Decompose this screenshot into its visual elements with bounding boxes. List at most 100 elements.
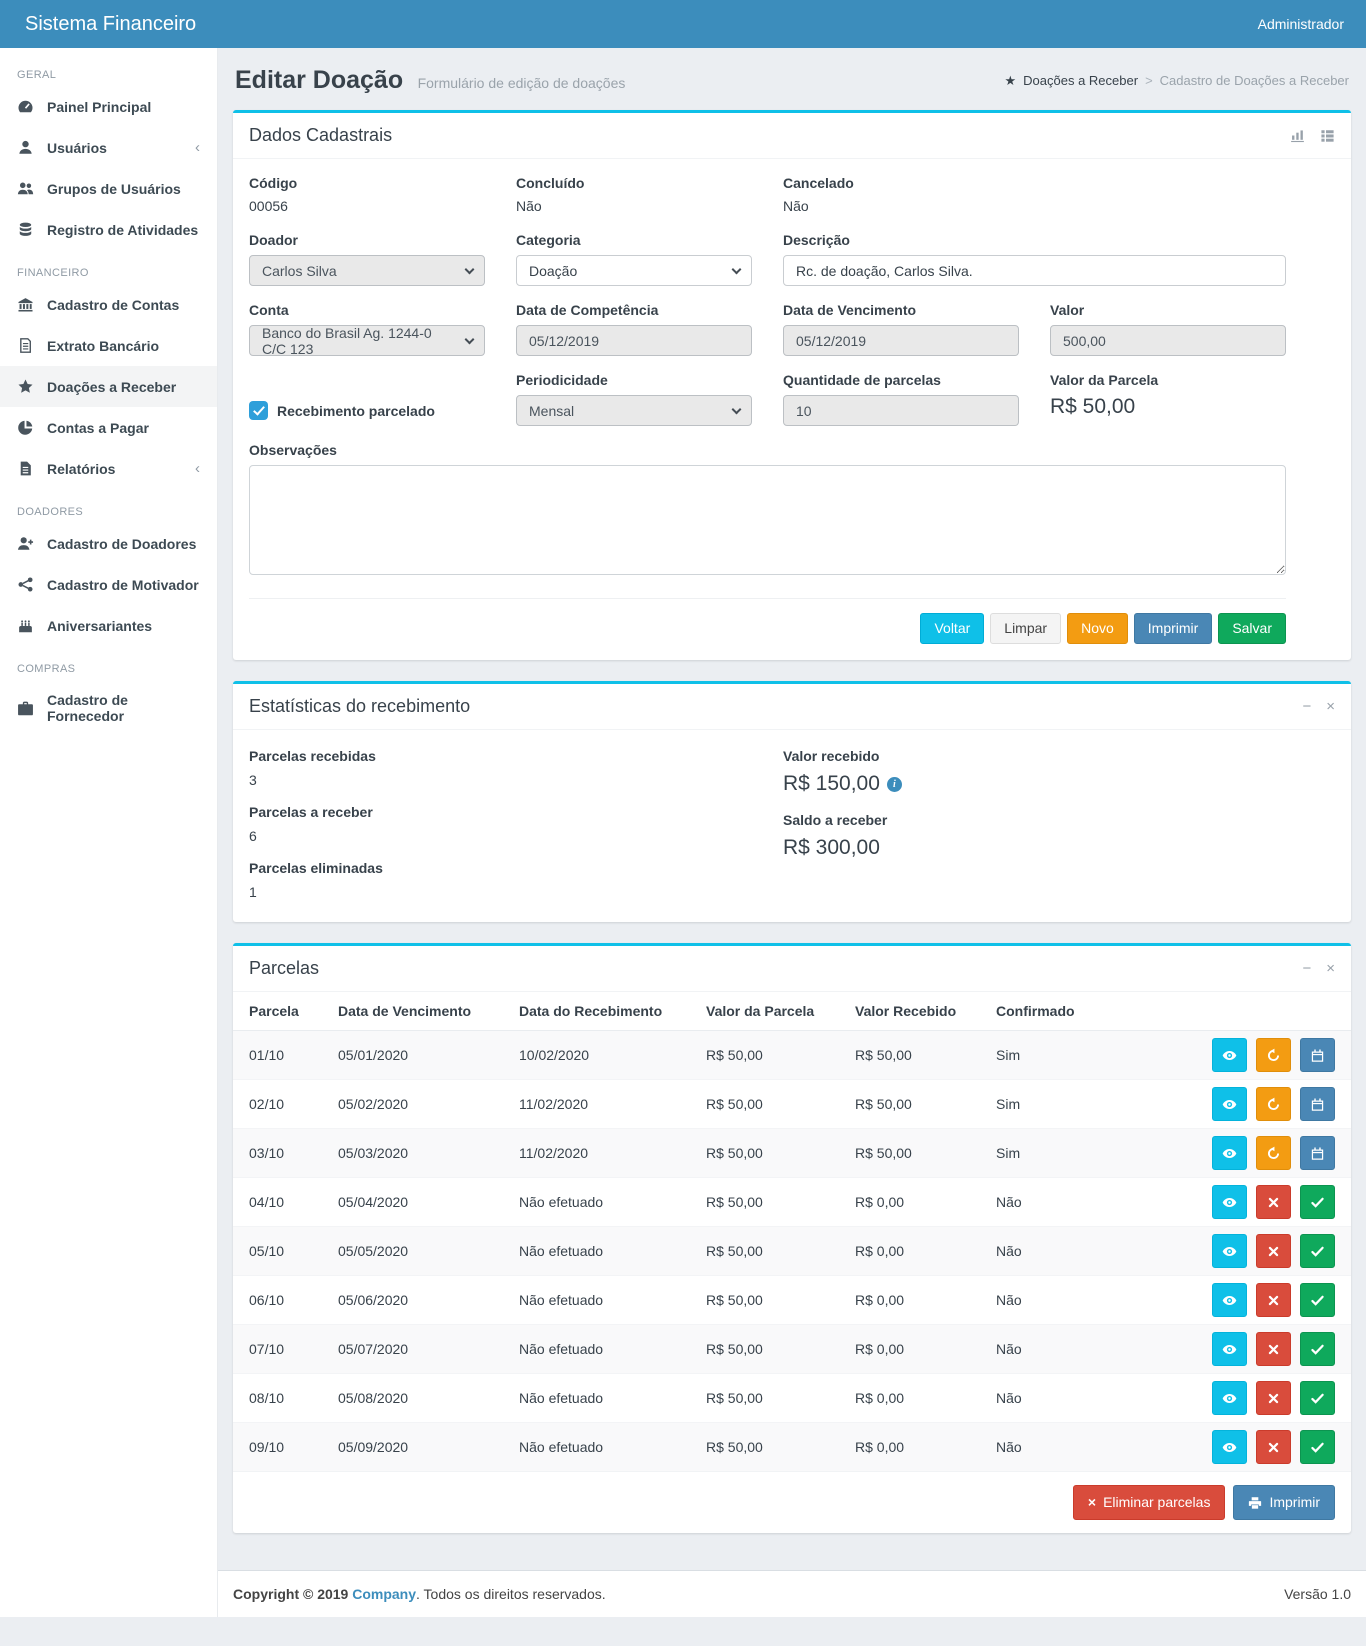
confirm-button[interactable] xyxy=(1300,1430,1335,1464)
delete-button[interactable] xyxy=(1256,1234,1292,1268)
doador-label: Doador xyxy=(249,232,298,248)
novo-button[interactable]: Novo xyxy=(1067,613,1128,644)
list-view-icon[interactable] xyxy=(1320,128,1335,143)
salvar-button[interactable]: Salvar xyxy=(1218,613,1286,644)
close-icon[interactable]: × xyxy=(1326,698,1335,715)
sidebar-item-grupos-de-usuarios[interactable]: Grupos de Usuários xyxy=(0,168,217,209)
data-competencia-label: Data de Competência xyxy=(516,302,659,318)
copyright-suffix: . Todos os direitos reservados. xyxy=(416,1586,606,1602)
observacoes-textarea[interactable] xyxy=(249,465,1286,575)
stats-left-column: Parcelas recebidas 3 Parcelas a receber … xyxy=(249,748,752,900)
collapse-icon[interactable]: − xyxy=(1302,960,1312,977)
parcelas-table: Parcela Data de Vencimento Data do Receb… xyxy=(233,992,1351,1471)
sidebar-item-aniversariantes[interactable]: Aniversariantes xyxy=(0,605,217,646)
check-icon xyxy=(1310,1293,1325,1308)
delete-button[interactable] xyxy=(1256,1430,1292,1464)
check-icon xyxy=(1310,1244,1325,1259)
view-button[interactable] xyxy=(1212,1381,1248,1415)
conta-select[interactable]: Banco do Brasil Ag. 1244-0 C/C 123 xyxy=(249,325,485,357)
sidebar-section-geral: GERAL xyxy=(17,69,57,81)
estatisticas-panel: Estatísticas do recebimento − × Parcelas… xyxy=(233,681,1351,922)
version-text: Versão 1.0 xyxy=(1284,1586,1351,1602)
delete-button[interactable] xyxy=(1256,1185,1292,1219)
undo-button[interactable] xyxy=(1256,1038,1292,1072)
view-button[interactable] xyxy=(1212,1430,1248,1464)
limpar-button[interactable]: Limpar xyxy=(990,613,1062,644)
codigo-field: Código 00056 xyxy=(249,175,298,214)
table-row: 07/10 05/07/2020 Não efetuado R$ 50,00 R… xyxy=(233,1324,1351,1374)
sidebar-item-relatorios[interactable]: Relatórios ‹ xyxy=(0,448,217,489)
voltar-button[interactable]: Voltar xyxy=(920,613,985,644)
table-row: 02/10 05/02/2020 11/02/2020 R$ 50,00 R$ … xyxy=(233,1079,1351,1129)
eye-icon xyxy=(1222,1342,1237,1357)
undo-button[interactable] xyxy=(1256,1087,1292,1121)
confirm-button[interactable] xyxy=(1300,1185,1335,1219)
breadcrumb-separator: > xyxy=(1145,73,1153,88)
confirm-button[interactable] xyxy=(1300,1283,1335,1317)
chevron-down-icon xyxy=(731,264,742,274)
view-button[interactable] xyxy=(1212,1185,1248,1219)
file-text-icon xyxy=(17,337,34,354)
check-icon xyxy=(1310,1440,1325,1455)
concluido-value: Não xyxy=(516,198,542,214)
eye-icon xyxy=(1222,1146,1237,1161)
sidebar-item-doacoes-a-receber[interactable]: Doações a Receber xyxy=(0,366,217,407)
delete-button[interactable] xyxy=(1256,1332,1292,1366)
descricao-input[interactable] xyxy=(783,255,1286,286)
delete-button[interactable] xyxy=(1256,1381,1292,1415)
calendar-button[interactable] xyxy=(1300,1136,1335,1170)
star-icon xyxy=(17,378,34,395)
undo-button[interactable] xyxy=(1256,1136,1292,1170)
info-icon[interactable]: i xyxy=(886,776,902,792)
categoria-label: Categoria xyxy=(516,232,581,248)
view-button[interactable] xyxy=(1212,1234,1248,1268)
delete-button[interactable] xyxy=(1256,1283,1292,1317)
bar-chart-icon[interactable] xyxy=(1290,128,1305,143)
user-menu[interactable]: Administrador xyxy=(1257,16,1344,32)
imprimir-parcelas-button[interactable]: Imprimir xyxy=(1233,1485,1335,1520)
confirm-button[interactable] xyxy=(1300,1234,1335,1268)
breadcrumb-parent-link[interactable]: Doações a Receber xyxy=(1023,73,1139,88)
sidebar-section-compras: COMPRAS xyxy=(17,663,76,675)
sidebar-item-cadastro-de-doadores[interactable]: Cadastro de Doadores xyxy=(0,523,217,564)
parcelas-a-receber-value: 6 xyxy=(249,828,257,844)
view-button[interactable] xyxy=(1212,1087,1248,1121)
confirm-button[interactable] xyxy=(1300,1332,1335,1366)
periodicidade-select[interactable]: Mensal xyxy=(516,395,752,426)
sidebar-item-cadastro-de-fornecedor[interactable]: Cadastro de Fornecedor xyxy=(0,680,217,736)
app-brand[interactable]: Sistema Financeiro xyxy=(25,12,197,35)
collapse-icon[interactable]: − xyxy=(1302,698,1312,715)
printer-icon xyxy=(1248,1496,1262,1510)
sidebar-item-cadastro-de-contas[interactable]: Cadastro de Contas xyxy=(0,284,217,325)
data-vencimento-label: Data de Vencimento xyxy=(783,302,917,318)
categoria-select[interactable]: Doação xyxy=(516,255,752,286)
sidebar-item-extrato-bancario[interactable]: Extrato Bancário xyxy=(0,325,217,366)
panel-title-dados-cadastrais: Dados Cadastrais xyxy=(249,125,393,145)
x-icon: × xyxy=(1087,1494,1097,1510)
imprimir-button[interactable]: Imprimir xyxy=(1133,613,1213,644)
view-button[interactable] xyxy=(1212,1136,1248,1170)
valor-parcela-value: R$ 50,00 xyxy=(1050,395,1136,418)
chevron-left-icon: ‹ xyxy=(195,460,200,477)
view-button[interactable] xyxy=(1212,1332,1248,1366)
descricao-label: Descrição xyxy=(783,232,850,248)
doador-select[interactable]: Carlos Silva xyxy=(249,255,485,286)
sidebar: GERAL Painel Principal Usuários ‹ Grupos… xyxy=(0,48,218,1617)
close-icon[interactable]: × xyxy=(1326,960,1335,977)
panel-title-parcelas: Parcelas xyxy=(249,958,320,978)
calendar-button[interactable] xyxy=(1300,1087,1335,1121)
recebimento-parcelado-checkbox[interactable]: Recebimento parcelado xyxy=(249,395,485,426)
eliminar-parcelas-button[interactable]: × Eliminar parcelas xyxy=(1072,1485,1226,1520)
sidebar-item-contas-a-pagar[interactable]: Contas a Pagar xyxy=(0,407,217,448)
calendar-button[interactable] xyxy=(1300,1038,1335,1072)
sidebar-item-registro-de-atividades[interactable]: Registro de Atividades xyxy=(0,209,217,250)
sidebar-item-cadastro-de-motivador[interactable]: Cadastro de Motivador xyxy=(0,564,217,605)
col-header-parcela: Parcela xyxy=(233,992,330,1031)
view-button[interactable] xyxy=(1212,1283,1248,1317)
x-icon xyxy=(1266,1440,1281,1455)
company-link[interactable]: Company xyxy=(352,1586,417,1602)
view-button[interactable] xyxy=(1212,1038,1248,1072)
confirm-button[interactable] xyxy=(1300,1381,1335,1415)
sidebar-item-usuarios[interactable]: Usuários ‹ xyxy=(0,127,217,168)
sidebar-item-painel-principal[interactable]: Painel Principal xyxy=(0,86,217,127)
